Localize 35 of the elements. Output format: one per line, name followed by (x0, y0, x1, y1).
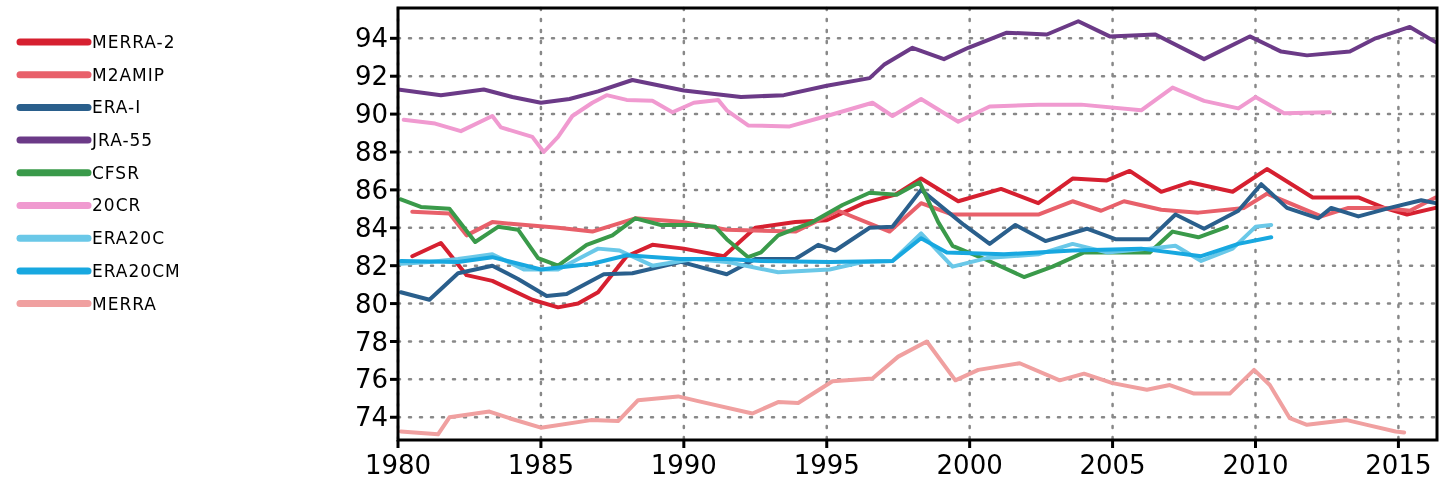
y-tick-label: 80 (354, 288, 388, 319)
legend-label: ERA-I (92, 97, 142, 118)
legend-label: 20CR (92, 195, 142, 216)
legend-label: JRA-55 (91, 130, 154, 151)
y-tick-label: 86 (354, 174, 388, 205)
x-tick-label: 1990 (650, 450, 717, 480)
y-tick-label: 74 (354, 402, 388, 433)
x-tick-label: 2010 (1222, 450, 1289, 480)
line-series (401, 85, 1332, 154)
x-tick-label: 1980 (364, 450, 432, 480)
x-tick-label: 1985 (507, 450, 574, 480)
y-tick-label: 84 (354, 212, 388, 243)
y-tick-label: 88 (354, 137, 388, 168)
x-tick-label: 1995 (793, 450, 860, 480)
legend-label: MERRA-2 (92, 31, 176, 52)
x-tick-label: 2005 (1079, 450, 1146, 480)
legend-label: ERA20CM (92, 260, 181, 281)
y-tick-label: 78 (354, 326, 388, 357)
y-tick-label: 94 (354, 23, 388, 54)
line-series (398, 180, 1229, 280)
line-series (398, 182, 1437, 302)
y-tick-label: 82 (354, 250, 388, 281)
line-series (398, 19, 1437, 105)
line-series (410, 167, 1437, 310)
line-series (398, 339, 1407, 437)
legend-label: MERRA (92, 293, 157, 314)
legend-label: ERA20C (92, 228, 165, 249)
x-tick-label: 2000 (936, 450, 1003, 480)
legend-label: M2AMIP (92, 64, 166, 85)
y-tick-label: 92 (354, 61, 388, 92)
y-tick-label: 90 (354, 99, 388, 130)
line-series (398, 235, 1274, 272)
x-tick-label: 2015 (1365, 450, 1432, 480)
legend-label: CFSR (92, 162, 140, 183)
y-tick-label: 76 (354, 364, 388, 395)
